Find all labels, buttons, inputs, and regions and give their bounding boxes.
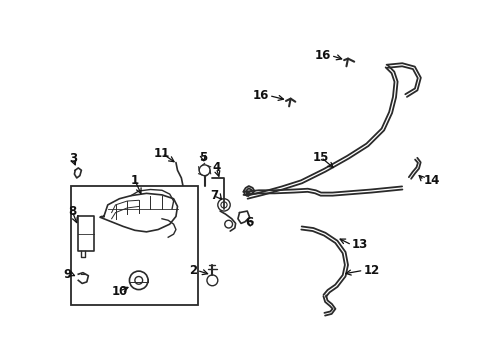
Text: 9: 9 bbox=[63, 268, 72, 281]
Text: 2: 2 bbox=[189, 264, 197, 277]
Text: 16: 16 bbox=[315, 49, 331, 62]
Text: 15: 15 bbox=[313, 150, 329, 164]
Text: 13: 13 bbox=[352, 238, 368, 251]
Text: 5: 5 bbox=[199, 150, 207, 164]
Text: 6: 6 bbox=[245, 216, 254, 229]
Text: 16: 16 bbox=[252, 89, 269, 102]
Bar bbox=[71, 186, 198, 305]
Text: 3: 3 bbox=[69, 152, 77, 165]
Text: 12: 12 bbox=[364, 264, 380, 277]
Text: 7: 7 bbox=[210, 189, 219, 202]
Text: 10: 10 bbox=[111, 285, 127, 298]
Text: 8: 8 bbox=[68, 204, 76, 217]
Text: 14: 14 bbox=[424, 174, 441, 187]
Text: 1: 1 bbox=[131, 174, 139, 187]
Text: 11: 11 bbox=[154, 147, 170, 160]
Text: 4: 4 bbox=[212, 161, 220, 175]
